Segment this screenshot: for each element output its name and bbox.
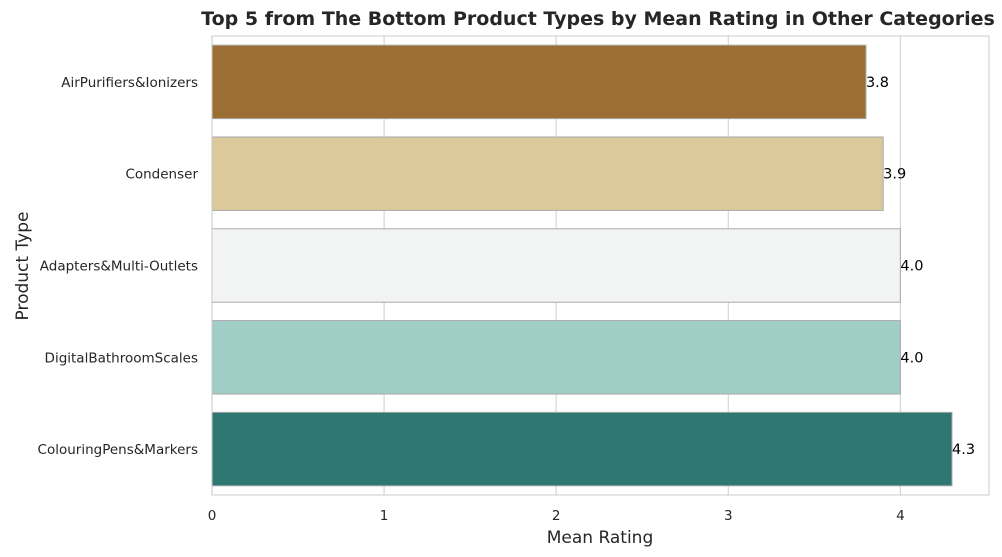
x-tick-label: 0	[208, 508, 217, 524]
y-tick-label: DigitalBathroomScales	[45, 350, 198, 366]
data-label: 4.0	[900, 259, 923, 275]
y-tick-label: AirPurifiers&Ionizers	[61, 75, 198, 91]
bar	[211, 320, 901, 395]
chart-title: Top 5 from The Bottom Product Types by M…	[201, 8, 995, 30]
plot-frame	[211, 35, 990, 496]
x-tick-label: 3	[724, 508, 733, 524]
bar	[211, 228, 901, 303]
y-tick-labels: AirPurifiers&Ionizers Condenser Adapters&M…	[38, 75, 199, 458]
x-tick-labels: 0 1 2 3 4	[208, 508, 905, 524]
x-axis-label: Mean Rating	[547, 528, 654, 548]
y-tick-label: Condenser	[125, 167, 198, 183]
bar	[211, 44, 867, 120]
y-axis-label: Product Type	[13, 212, 33, 321]
data-labels: 3.8 3.9 4.0 4.0 4.3	[866, 75, 975, 458]
bars	[211, 44, 953, 487]
x-tick-label: 4	[896, 508, 905, 524]
data-label: 4.3	[952, 442, 975, 458]
data-label: 3.8	[866, 75, 889, 91]
x-tick-label: 1	[380, 508, 389, 524]
y-tick-label: Adapters&Multi-Outlets	[40, 259, 198, 275]
data-label: 3.9	[883, 167, 906, 183]
data-label: 4.0	[900, 350, 923, 366]
bar	[211, 411, 953, 487]
bar	[211, 136, 884, 211]
y-tick-label: ColouringPens&Markers	[38, 442, 198, 458]
x-tick-label: 2	[552, 508, 561, 524]
